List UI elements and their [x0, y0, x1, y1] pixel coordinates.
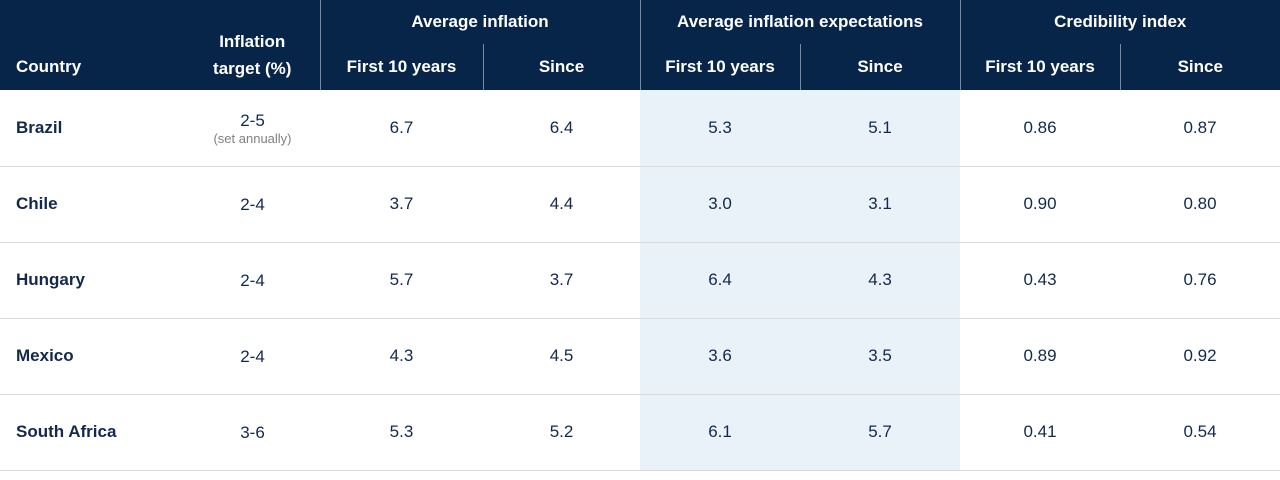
- table-row-south-africa: South Africa 3-6 5.3 5.2 6.1 5.7 0.41 0.…: [0, 394, 1280, 471]
- cell-avg-inflation-first10: 5.7: [320, 242, 483, 319]
- cell-country: Mexico: [0, 318, 185, 395]
- subheader-credibility-since: Since: [1120, 44, 1280, 90]
- cell-credibility-since: 0.92: [1120, 318, 1280, 395]
- cell-avg-inflation-since: 3.7: [483, 242, 641, 319]
- cell-expectations-first10: 6.4: [640, 242, 801, 319]
- cell-credibility-since: 0.76: [1120, 242, 1280, 319]
- cell-credibility-first10: 0.90: [960, 166, 1121, 243]
- cell-credibility-since: 0.54: [1120, 394, 1280, 471]
- cell-expectations-first10: 6.1: [640, 394, 801, 471]
- cell-credibility-first10: 0.43: [960, 242, 1121, 319]
- table-body: Brazil 2-5 (set annually) 6.7 6.4 5.3 5.…: [0, 90, 1280, 471]
- cell-expectations-since: 3.1: [800, 166, 961, 243]
- subheader-expectations-since: Since: [800, 44, 961, 90]
- table-row-mexico: Mexico 2-4 4.3 4.5 3.6 3.5 0.89 0.92: [0, 318, 1280, 395]
- cell-country: Chile: [0, 166, 185, 243]
- table-row-chile: Chile 2-4 3.7 4.4 3.0 3.1 0.90 0.80: [0, 166, 1280, 243]
- cell-credibility-first10: 0.86: [960, 90, 1121, 167]
- cell-avg-inflation-since: 6.4: [483, 90, 641, 167]
- cell-inflation-target: 2-4: [185, 242, 320, 319]
- cell-country: Brazil: [0, 90, 185, 167]
- cell-avg-inflation-first10: 6.7: [320, 90, 483, 167]
- cell-expectations-first10: 5.3: [640, 90, 801, 167]
- subheader-avg-inflation-since: Since: [483, 44, 641, 90]
- cell-avg-inflation-first10: 3.7: [320, 166, 483, 243]
- cell-country: Hungary: [0, 242, 185, 319]
- cell-credibility-first10: 0.41: [960, 394, 1121, 471]
- group-header-average-inflation: Average inflation: [320, 0, 641, 44]
- cell-avg-inflation-first10: 5.3: [320, 394, 483, 471]
- column-header-inflation-target-label: Inflation target (%): [213, 32, 292, 78]
- cell-expectations-first10: 3.6: [640, 318, 801, 395]
- cell-credibility-since: 0.80: [1120, 166, 1280, 243]
- cell-expectations-since: 5.7: [800, 394, 961, 471]
- header-group-row: Country Inflation target (%) Average inf…: [0, 0, 1280, 90]
- group-header-credibility-index: Credibility index: [960, 0, 1280, 44]
- subheader-credibility-first10: First 10 years: [960, 44, 1121, 90]
- cell-expectations-since: 5.1: [800, 90, 961, 167]
- cell-credibility-since: 0.87: [1120, 90, 1280, 167]
- column-header-country: Country: [0, 0, 185, 90]
- cell-country: South Africa: [0, 394, 185, 471]
- subheader-expectations-first10: First 10 years: [640, 44, 801, 90]
- cell-expectations-since: 3.5: [800, 318, 961, 395]
- target-value: 2-5: [240, 110, 265, 130]
- cell-inflation-target: 2-5 (set annually): [185, 90, 320, 167]
- group-header-average-inflation-expectations: Average inflation expectations: [640, 0, 961, 44]
- cell-inflation-target: 2-4: [185, 166, 320, 243]
- column-header-inflation-target: Inflation target (%): [185, 0, 321, 90]
- cell-inflation-target: 3-6: [185, 394, 320, 471]
- cell-avg-inflation-since: 5.2: [483, 394, 641, 471]
- table-row-brazil: Brazil 2-5 (set annually) 6.7 6.4 5.3 5.…: [0, 90, 1280, 167]
- target-value: 2-4: [240, 346, 265, 366]
- table-header: Country Inflation target (%) Average inf…: [0, 0, 1280, 90]
- target-note: (set annually): [213, 130, 292, 146]
- cell-expectations-first10: 3.0: [640, 166, 801, 243]
- header-sub-row: First 10 years Since First 10 years Sinc…: [0, 44, 1280, 90]
- cell-avg-inflation-since: 4.4: [483, 166, 641, 243]
- target-value: 3-6: [240, 422, 265, 442]
- cell-expectations-since: 4.3: [800, 242, 961, 319]
- cell-inflation-target: 2-4: [185, 318, 320, 395]
- target-value: 2-4: [240, 270, 265, 290]
- cell-credibility-first10: 0.89: [960, 318, 1121, 395]
- subheader-avg-inflation-first10: First 10 years: [320, 44, 484, 90]
- cell-avg-inflation-first10: 4.3: [320, 318, 483, 395]
- cell-avg-inflation-since: 4.5: [483, 318, 641, 395]
- target-value: 2-4: [240, 194, 265, 214]
- table-row-hungary: Hungary 2-4 5.7 3.7 6.4 4.3 0.43 0.76: [0, 242, 1280, 319]
